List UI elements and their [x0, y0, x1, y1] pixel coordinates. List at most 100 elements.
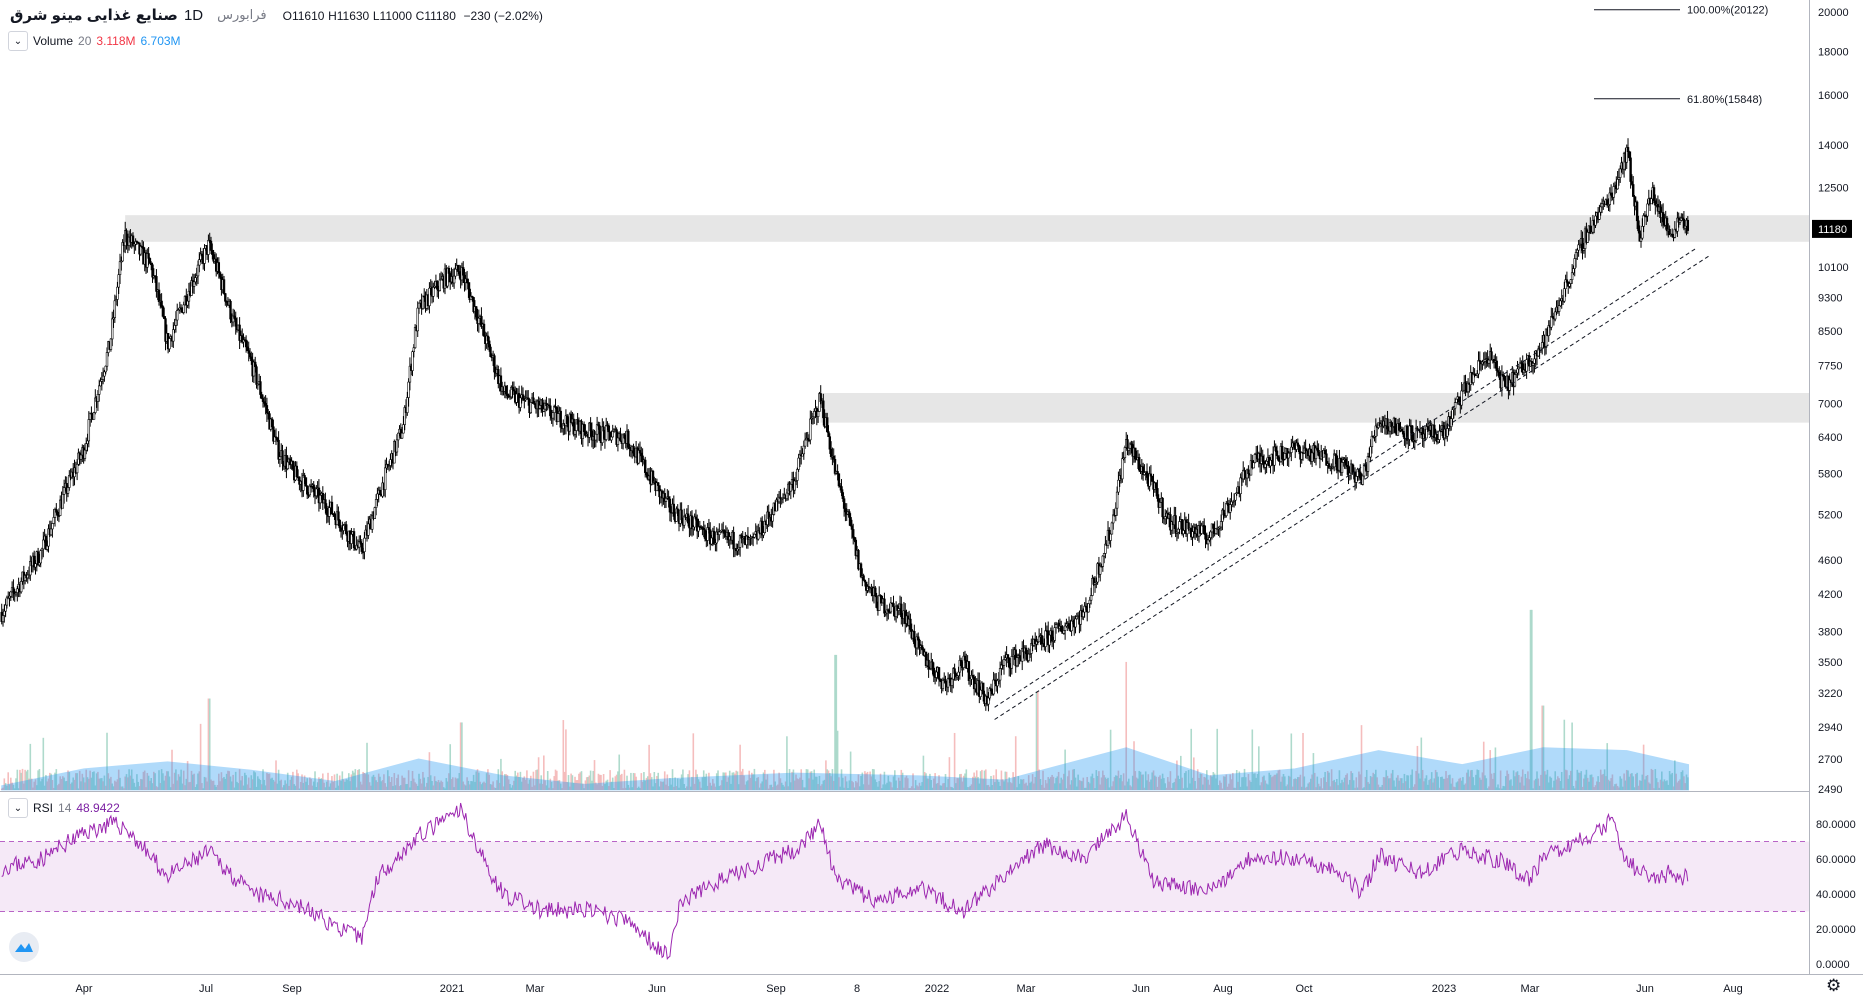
candle-body	[680, 509, 683, 521]
candle-body	[83, 449, 87, 459]
volume-bar	[1306, 786, 1308, 790]
volume-bar	[314, 771, 316, 790]
candle	[946, 672, 950, 693]
volume-bar	[1620, 778, 1623, 790]
volume-bar	[1264, 780, 1267, 790]
candle-body	[432, 287, 435, 297]
volume-bar	[1134, 771, 1137, 790]
volume-bar	[1120, 774, 1122, 790]
candle-body	[1253, 454, 1257, 463]
volume-bar	[934, 773, 936, 790]
candle-body	[686, 513, 690, 524]
volume-bar	[1532, 788, 1534, 790]
candle	[883, 592, 886, 618]
volume-bar	[753, 768, 756, 790]
candle-body	[1495, 360, 1498, 371]
candle-body	[532, 397, 535, 404]
candle	[641, 448, 644, 467]
candle-body	[1101, 555, 1105, 567]
volume-bar	[116, 779, 119, 790]
volume-bar	[1159, 775, 1161, 790]
candle	[1127, 447, 1131, 456]
volume-bar	[432, 785, 435, 790]
candle	[627, 429, 630, 450]
volume-bar	[142, 771, 145, 790]
candle-body	[278, 456, 282, 460]
candle	[1394, 417, 1397, 434]
candle-body	[407, 381, 410, 398]
volume-bar	[311, 785, 314, 790]
volume-bar	[416, 785, 419, 790]
candle	[841, 489, 845, 502]
candle	[887, 608, 890, 620]
volume-bar	[822, 780, 825, 790]
candle	[397, 432, 400, 448]
volume-bar	[59, 776, 62, 790]
candle-body	[757, 530, 760, 540]
candle-body	[157, 289, 161, 302]
volume-bar	[1092, 778, 1095, 790]
candle-body	[621, 434, 625, 444]
volume-bar	[931, 787, 934, 790]
volume-bar	[1675, 773, 1677, 790]
volume-bar	[1398, 780, 1401, 790]
volume-bar	[171, 749, 173, 790]
volume-bar	[619, 774, 622, 790]
volume-bar	[517, 772, 519, 790]
candle-body	[264, 403, 267, 406]
candle	[1500, 365, 1504, 397]
candle	[927, 652, 930, 678]
candle	[222, 275, 226, 295]
candle	[741, 530, 744, 548]
candle-body	[486, 335, 490, 342]
candle-body	[222, 279, 226, 294]
volume-bar	[186, 761, 189, 790]
candle	[664, 497, 668, 508]
volume-bar	[1557, 776, 1559, 790]
volume-bar	[908, 788, 910, 790]
volume-bar	[682, 769, 684, 790]
candle-body	[644, 459, 647, 473]
volume-bar	[583, 788, 585, 790]
volume-bar	[407, 770, 410, 790]
volume-bar	[1000, 770, 1003, 790]
volume-bar	[1550, 777, 1553, 790]
volume-bar	[927, 778, 930, 790]
volume-bar	[1052, 776, 1055, 790]
volume-bar	[827, 770, 830, 790]
candle	[1034, 632, 1037, 650]
volume-bar	[1094, 788, 1096, 790]
volume-bar	[923, 772, 926, 790]
volume-bar	[1146, 780, 1148, 790]
volume-bar	[1380, 786, 1382, 790]
volume-bar	[892, 776, 895, 790]
candle-body	[1568, 283, 1571, 287]
candle-body	[575, 419, 578, 431]
volume-bar	[1082, 777, 1085, 790]
volume-bar	[218, 773, 220, 790]
candle	[913, 624, 916, 647]
volume-bar	[141, 779, 143, 790]
volume-bar	[1369, 776, 1372, 790]
volume-bar	[342, 779, 345, 790]
volume-bar	[526, 770, 528, 790]
candle-body	[1401, 431, 1405, 435]
volume-bar	[1466, 772, 1468, 790]
volume-bar	[1502, 785, 1505, 790]
candle-body	[161, 306, 165, 317]
candle-body	[51, 523, 54, 530]
volume-bar	[332, 781, 335, 790]
candle	[345, 520, 348, 536]
candle-body	[963, 655, 967, 661]
candle-body	[1275, 450, 1279, 456]
volume-bar	[955, 783, 957, 790]
volume-bar	[894, 770, 896, 790]
volume-bar	[284, 780, 286, 790]
candle	[712, 525, 716, 545]
candle-body	[1426, 426, 1430, 430]
candle-body	[1024, 647, 1028, 655]
candle-body	[909, 618, 912, 630]
volume-bar	[1189, 783, 1191, 790]
volume-bar	[1570, 770, 1572, 790]
